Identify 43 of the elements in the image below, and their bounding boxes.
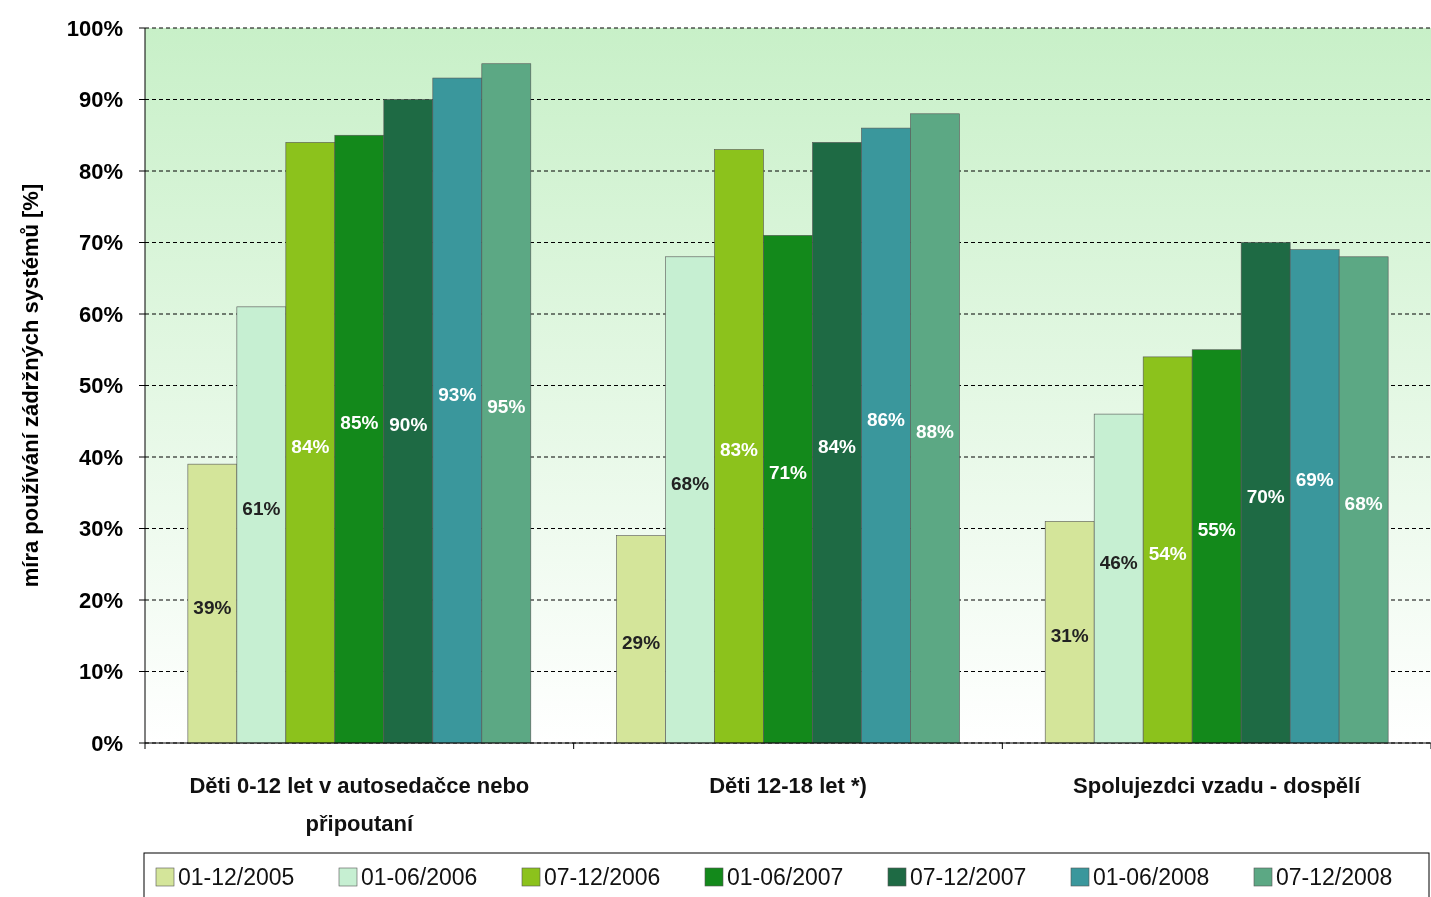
data-label: 90% [389,414,428,436]
data-label: 39% [193,596,232,618]
data-label: 83% [719,439,759,461]
data-label: 85% [340,412,379,434]
legend-label: 01-12/2005 [178,864,295,891]
data-label: 93% [438,383,477,405]
data-label: 86% [866,408,906,430]
data-label: 70% [1246,485,1285,507]
x-tick-label: Spolujezdci vzadu - dospělí [1073,773,1362,798]
y-tick-label: 10% [78,659,123,685]
x-tick-label: Děti 0-12 let v autosedačce nebo připoutaní [189,773,530,836]
data-label: 29% [622,632,661,654]
legend-label: 07-12/2007 [910,864,1027,891]
data-label: 71% [768,462,808,484]
x-tick-label: Děti 12-18 let *) [709,773,867,798]
data-label: 55% [1197,519,1236,541]
data-label: 84% [291,435,330,457]
data-label: 84% [817,435,857,457]
y-tick-label: 80% [78,158,123,184]
y-tick-label: 40% [78,444,123,470]
y-tick-label: 30% [78,516,123,542]
data-label: 54% [1148,542,1187,564]
y-tick-label: 60% [78,301,123,327]
data-label: 31% [1050,625,1089,647]
data-label: 68% [1344,492,1383,514]
y-tick-label: 70% [78,230,123,256]
y-tick-label: 90% [78,87,123,113]
y-axis-title: míra používání zádržných systémů [%] [18,183,43,588]
legend-label: 07-12/2006 [544,864,661,891]
data-label: 46% [1099,551,1138,573]
data-label: 88% [915,421,955,443]
data-label: 95% [487,396,526,418]
legend-label: 01-06/2006 [361,864,478,891]
y-tick-label: 50% [78,373,123,399]
y-tick-label: 100% [66,15,123,41]
data-label: 68% [671,472,710,494]
y-tick-label: 0% [91,730,123,756]
data-label: 61% [242,497,281,519]
y-tick-label: 20% [78,587,123,613]
data-label: 69% [1295,469,1334,491]
legend-label: 07-12/2008 [1276,864,1393,891]
legend-label: 01-06/2007 [727,864,844,891]
legend-label: 01-06/2008 [1093,864,1210,891]
